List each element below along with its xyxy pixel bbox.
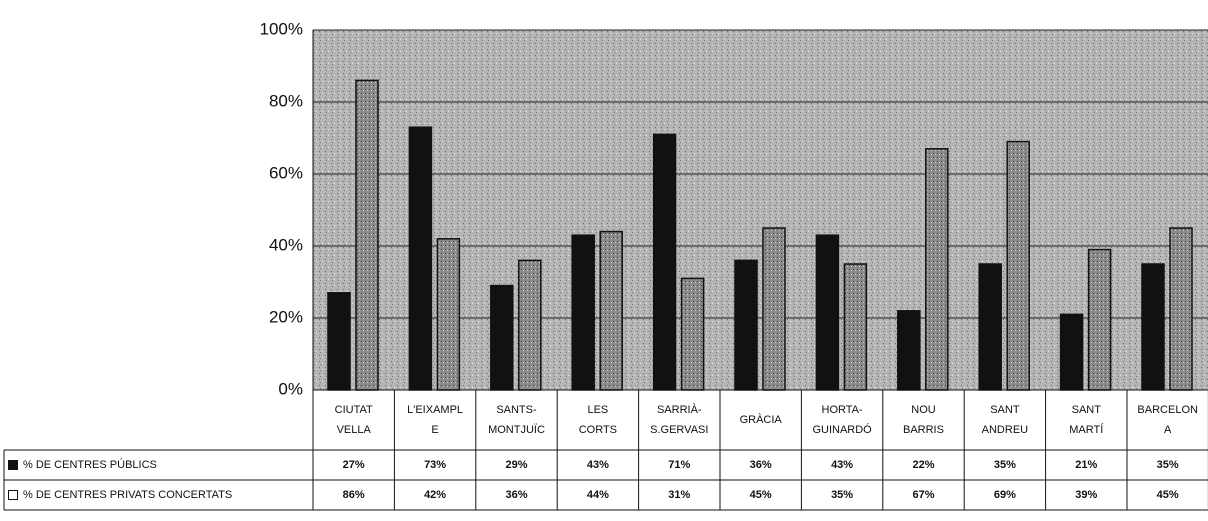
- bar: [680, 277, 705, 391]
- category-label: LES CORTS: [578, 404, 618, 436]
- value-label: 73%: [424, 459, 447, 471]
- legend-entry: % DE CENTRES PÚBLICS: [4, 450, 313, 480]
- bar: [1006, 140, 1030, 391]
- bar: [327, 292, 351, 391]
- legend-entry: % DE CENTRES PRIVATS CONCERTATS: [4, 480, 313, 510]
- y-tick-label: 0%: [278, 379, 303, 398]
- bar: [1059, 313, 1084, 391]
- value-label: 27%: [342, 459, 365, 471]
- value-label: 39%: [1075, 489, 1098, 501]
- value-label: 35%: [1156, 459, 1179, 471]
- category-label: SANTS- MONTJUÏC: [488, 404, 545, 436]
- bar: [1087, 248, 1112, 391]
- y-tick-label: 60%: [269, 163, 303, 182]
- bar: [1141, 263, 1165, 391]
- category-label: SARRIÀ- S.GERVASI: [650, 404, 709, 436]
- value-label: 44%: [586, 489, 609, 501]
- y-tick-label: 100%: [260, 19, 303, 38]
- value-label: 22%: [912, 459, 935, 471]
- bar: [734, 259, 758, 391]
- bar: [762, 227, 786, 391]
- category-label: L'EIXAMPL E: [407, 404, 464, 436]
- bar: [652, 133, 677, 391]
- value-label: 67%: [912, 489, 935, 501]
- bar: [518, 259, 542, 391]
- category-label: GRÀCIA: [739, 414, 782, 426]
- value-label: 45%: [1156, 489, 1179, 501]
- category-label: SANT MARTÍ: [1069, 404, 1104, 436]
- bar: [815, 234, 840, 391]
- value-label: 43%: [831, 459, 854, 471]
- value-label: 69%: [993, 489, 1016, 501]
- value-label: 36%: [749, 459, 772, 471]
- value-label: 43%: [586, 459, 609, 471]
- value-label: 29%: [505, 459, 528, 471]
- category-label: CIUTAT VELLA: [334, 404, 373, 436]
- value-label: 45%: [749, 489, 772, 501]
- bar: [599, 230, 623, 391]
- value-label: 35%: [993, 459, 1016, 471]
- bar: [571, 234, 595, 391]
- legend-label: % DE CENTRES PÚBLICS: [23, 459, 157, 471]
- value-label: 31%: [668, 489, 691, 501]
- value-label: 86%: [342, 489, 365, 501]
- value-label: 21%: [1075, 459, 1098, 471]
- legend-swatch: [8, 460, 18, 470]
- category-label: NOU BARRIS: [903, 404, 944, 436]
- y-tick-label: 80%: [269, 91, 303, 110]
- bar: [843, 263, 868, 391]
- bar: [436, 238, 461, 391]
- value-label: 36%: [505, 489, 528, 501]
- bar: [925, 148, 949, 391]
- value-label: 35%: [831, 489, 854, 501]
- bar: [355, 79, 379, 391]
- legend-swatch: [8, 490, 18, 500]
- plot-background: [313, 30, 1208, 390]
- bar: [978, 263, 1002, 391]
- value-label: 42%: [424, 489, 447, 501]
- bar: [408, 126, 433, 391]
- category-label: HORTA- GUINARDÓ: [812, 404, 872, 436]
- y-tick-label: 40%: [269, 235, 303, 254]
- value-label: 71%: [668, 459, 691, 471]
- bar: [1169, 227, 1193, 391]
- bar: [897, 310, 921, 391]
- category-label: SANT ANDREU: [981, 404, 1029, 436]
- y-tick-label: 20%: [269, 307, 303, 326]
- category-label: BARCELON A: [1137, 404, 1198, 436]
- legend-label: % DE CENTRES PRIVATS CONCERTATS: [23, 489, 233, 501]
- bar: [490, 284, 514, 391]
